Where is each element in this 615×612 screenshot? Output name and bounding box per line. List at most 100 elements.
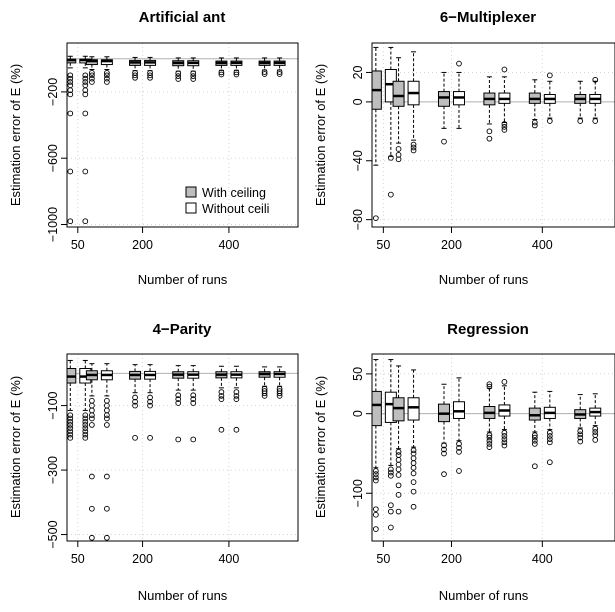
x-tick-label: 50 — [376, 552, 390, 566]
box-without-200 — [144, 56, 157, 81]
outlier-point — [531, 432, 538, 439]
outlier-point — [261, 69, 268, 75]
outlier-point — [104, 72, 110, 79]
outlier-point — [486, 434, 493, 441]
y-tick-label: −80 — [351, 209, 365, 230]
outlier-point — [395, 508, 402, 515]
outlier-point — [395, 461, 402, 468]
outlier-point — [410, 144, 417, 151]
plot-frame — [66, 42, 299, 228]
outlier-point — [410, 447, 417, 454]
outlier-point — [395, 482, 402, 489]
outlier-point — [82, 82, 89, 89]
outlier-point — [546, 118, 553, 124]
outlier-point — [104, 473, 110, 480]
box-without-500 — [273, 366, 286, 399]
outlier-point — [190, 73, 197, 80]
outlier-point — [441, 442, 447, 449]
outlier-point — [531, 434, 538, 441]
box-with-200 — [129, 364, 142, 441]
box-with-500 — [574, 394, 587, 445]
outlier-point — [190, 70, 197, 77]
outlier-point — [67, 110, 74, 117]
box-with-200 — [437, 383, 450, 478]
outlier-point — [410, 455, 417, 462]
x-axis-label: Number of runs — [138, 272, 228, 287]
box-with-500 — [258, 366, 271, 399]
outlier-point — [218, 393, 225, 399]
outlier-point — [104, 505, 110, 512]
box-with-100 — [392, 57, 405, 163]
box-with-50 — [67, 359, 77, 441]
outlier-point — [373, 474, 379, 481]
plot-area — [67, 43, 298, 227]
outlier-point — [147, 434, 153, 441]
y-axis-label: Estimation error of E (%) — [313, 376, 328, 518]
box-without-100 — [407, 51, 420, 154]
outlier-point — [441, 138, 447, 145]
outlier-point — [592, 437, 599, 443]
outlier-point — [67, 82, 74, 89]
outlier-point — [132, 402, 138, 409]
outlier-point — [410, 450, 417, 457]
outlier-point — [147, 74, 153, 81]
outlier-point — [175, 436, 182, 443]
outlier-point — [82, 412, 89, 419]
box-without-400 — [543, 390, 556, 466]
outlier-point — [190, 436, 197, 443]
box-without-100 — [100, 56, 113, 85]
outlier-point — [410, 141, 417, 148]
box-without-50 — [384, 46, 397, 198]
box-with-300 — [172, 365, 185, 443]
box-with-400 — [215, 365, 228, 433]
y-tick-label: 0 — [351, 98, 365, 105]
outlier-point — [531, 122, 538, 129]
y-axis-label: Estimation error of E (%) — [313, 64, 328, 206]
outlier-point — [67, 87, 74, 94]
outlier-point — [410, 479, 417, 485]
y-tick-label: −600 — [46, 144, 60, 172]
outlier-point — [373, 511, 379, 518]
outlier-point — [82, 425, 89, 432]
outlier-point — [592, 432, 599, 439]
outlier-point — [67, 412, 74, 419]
outlier-point — [531, 463, 538, 470]
box-without-300 — [498, 379, 511, 449]
box-without-200 — [452, 60, 465, 129]
outlier-point — [276, 390, 283, 397]
y-tick-label: 50 — [351, 367, 365, 381]
x-tick-label: 400 — [218, 552, 239, 566]
outlier-point — [501, 433, 508, 439]
outlier-point — [261, 390, 268, 397]
outlier-point — [89, 69, 95, 76]
legend-label: Without ceili — [202, 202, 269, 216]
outlier-point — [486, 432, 493, 439]
outlier-point — [89, 473, 95, 480]
outlier-point — [395, 452, 402, 458]
outlier-point — [67, 428, 74, 435]
outlier-point — [89, 407, 95, 414]
box-body — [437, 91, 450, 107]
outlier-point — [546, 439, 553, 446]
outlier-point — [410, 470, 417, 477]
outlier-point — [67, 168, 74, 175]
outlier-point — [190, 400, 197, 406]
box-without-400 — [230, 365, 243, 433]
outlier-point — [89, 534, 95, 541]
box-body — [392, 80, 405, 107]
x-tick-label: 400 — [532, 238, 553, 252]
x-axis-label: Number of runs — [439, 272, 529, 287]
outlier-point — [218, 426, 225, 433]
outlier-point — [501, 436, 508, 442]
panel-2: 50 200 400 −100 −300 −500 4−Parity Number of ru… — [8, 321, 299, 603]
outlier-point — [486, 437, 493, 444]
outlier-point — [501, 126, 508, 133]
y-tick-label: −100 — [46, 391, 60, 419]
outlier-point — [218, 69, 225, 76]
outlier-point — [501, 379, 508, 385]
outlier-point — [388, 524, 394, 531]
box-with-100 — [392, 365, 405, 515]
y-tick-label: −40 — [351, 150, 365, 171]
outlier-point — [501, 429, 508, 436]
